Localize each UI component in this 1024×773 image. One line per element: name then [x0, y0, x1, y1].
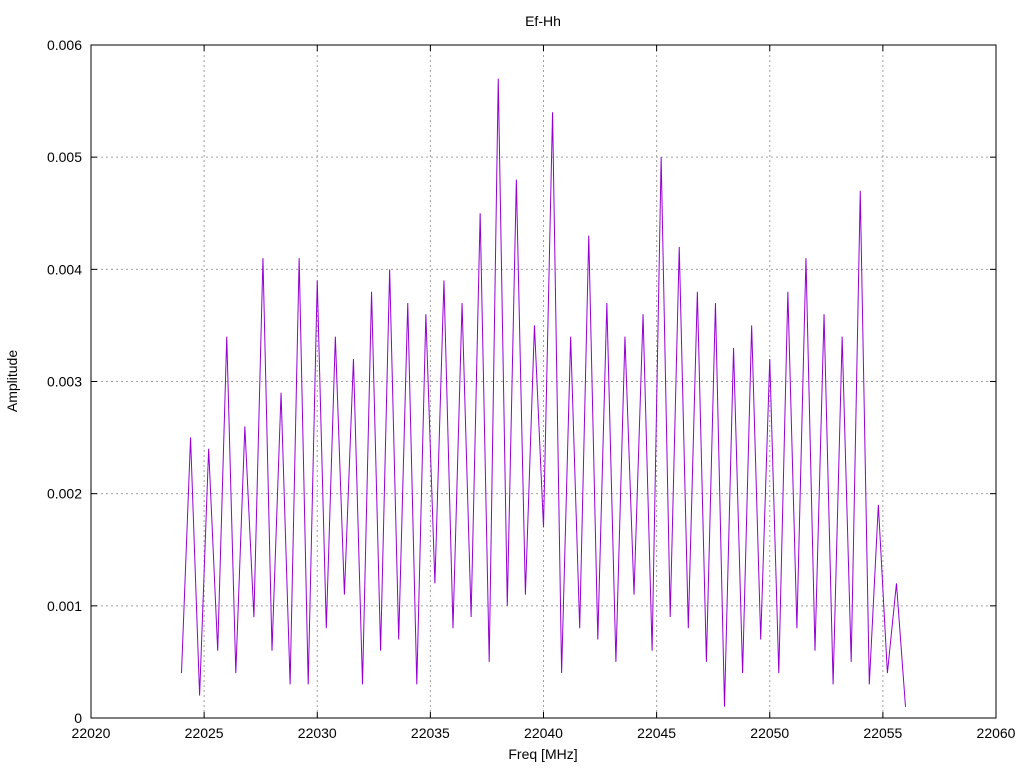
y-axis-label: Amplitude: [4, 350, 20, 412]
y-tick-label: 0.006: [47, 37, 82, 53]
x-tick-label: 22030: [298, 725, 337, 741]
y-tick-label: 0.004: [47, 261, 82, 277]
y-tick-label: 0.002: [47, 486, 82, 502]
grid: [91, 45, 996, 718]
series-line: [181, 78, 906, 707]
x-tick-label: 22050: [750, 725, 789, 741]
x-tick-label: 22055: [863, 725, 902, 741]
x-tick-label: 22060: [977, 725, 1016, 741]
x-tick-label: 22045: [637, 725, 676, 741]
y-tick-label: 0.001: [47, 598, 82, 614]
chart-title: Ef-Hh: [525, 13, 561, 29]
ticks: [90, 44, 997, 719]
y-tick-labels: 0 0.001 0.002 0.003 0.004 0.005 0.006: [47, 37, 82, 726]
y-tick-label: 0: [74, 710, 82, 726]
x-axis-label: Freq [MHz]: [508, 746, 577, 762]
y-tick-label: 0.003: [47, 374, 82, 390]
x-tick-label: 22025: [185, 725, 224, 741]
x-tick-labels: 22020 22025 22030 22035 22040 22045 22050 22055…: [72, 725, 1016, 741]
y-tick-label: 0.005: [47, 149, 82, 165]
x-tick-label: 22035: [411, 725, 450, 741]
x-tick-label: 22040: [524, 725, 563, 741]
x-tick-label: 22020: [72, 725, 111, 741]
